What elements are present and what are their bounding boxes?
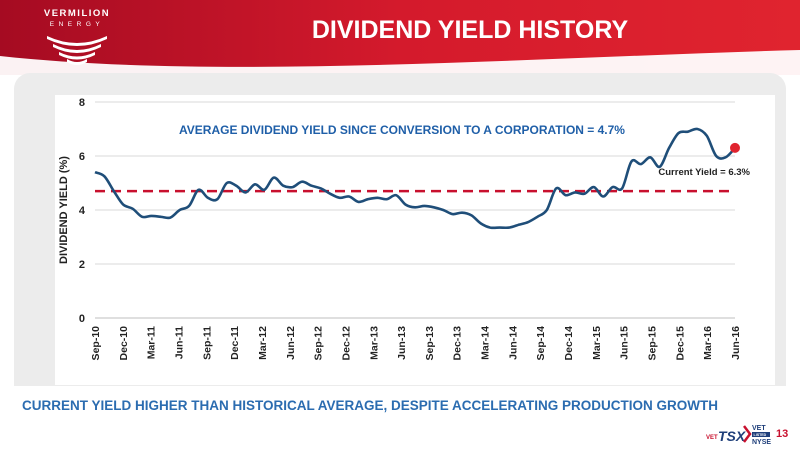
exchange-listing-logo: VET TSX VET LISTED NYSE [706,425,771,446]
page-title: DIVIDEND YIELD HISTORY [311,16,629,44]
x-tick-label: Dec-14 [563,326,575,361]
x-tick-label: Dec-10 [118,326,130,361]
x-tick-labels: Sep-10 Dec-10 Mar-11 Jun-11 Sep-11 Dec-11 Mar-… [90,326,742,361]
page-number: 13 [776,428,789,440]
y-tick-label: 2 [79,259,85,271]
footer-message: CURRENT YIELD HIGHER THAN HISTORICAL AVE… [22,398,719,413]
current-yield-annotation: Current Yield = 6.3% [658,167,750,178]
x-tick-label: Mar-11 [146,326,158,359]
x-tick-label: Sep-10 [90,326,102,361]
x-tick-label: Jun-13 [396,326,408,360]
x-tick-label: Jun-12 [285,326,297,360]
dividend-yield-chart: 0 2 4 6 8 Sep-10 Dec-10 Mar-11 Jun-11 Sep-11 Dec-… [58,97,751,361]
y-tick-label: 8 [79,97,85,109]
x-tick-label: Jun-11 [173,326,185,359]
x-tick-label: Dec-15 [674,326,686,361]
y-tick-label: 6 [79,151,85,163]
current-yield-point [730,142,740,153]
header-banner [0,0,800,75]
vermilion-logo: VERMILION ENERGY [22,6,132,72]
listing-ticker-small: VET [706,435,718,441]
wing-logo-icon [47,36,107,65]
x-tick-label: Sep-14 [535,326,547,361]
listing-badge: LISTED [754,433,767,437]
x-tick-label: Sep-13 [424,326,436,361]
chart-panel [14,73,786,386]
x-tick-label: Jun-14 [507,326,519,360]
listing-exchange-nyse: NYSE [752,439,771,446]
y-axis-label: DIVIDEND YIELD (%) [58,156,70,264]
x-tick-label: Mar-14 [480,326,492,360]
x-tick-label: Mar-15 [591,326,603,360]
x-tick-label: Sep-15 [647,326,659,361]
x-tick-label: Mar-13 [368,326,380,360]
x-tick-label: Mar-12 [257,326,269,360]
x-tick-label: Dec-12 [340,326,352,361]
logo-name: VERMILION [43,8,111,19]
listing-exchange-tsx: TSX [718,428,747,444]
x-tick-label: Dec-11 [229,326,241,360]
x-tick-label: Jun-16 [730,326,742,360]
x-tick-label: Mar-16 [702,326,714,360]
x-tick-label: Jun-15 [619,326,631,360]
y-tick-labels: 0 2 4 6 8 [79,97,86,325]
dividend-yield-series-line [94,127,736,230]
chart-gridlines [95,101,735,319]
logo-sub: ENERGY [49,21,105,28]
listing-ticker: VET [752,425,766,432]
chart-area [55,95,775,385]
x-tick-label: Sep-12 [313,326,325,361]
x-tick-label: Dec-13 [452,326,464,361]
y-tick-label: 0 [79,313,85,325]
x-tick-label: Sep-11 [201,326,213,360]
average-yield-annotation: AVERAGE DIVIDEND YIELD SINCE CONVERSION … [179,123,625,137]
y-tick-label: 4 [79,205,86,217]
header-background [0,0,800,75]
